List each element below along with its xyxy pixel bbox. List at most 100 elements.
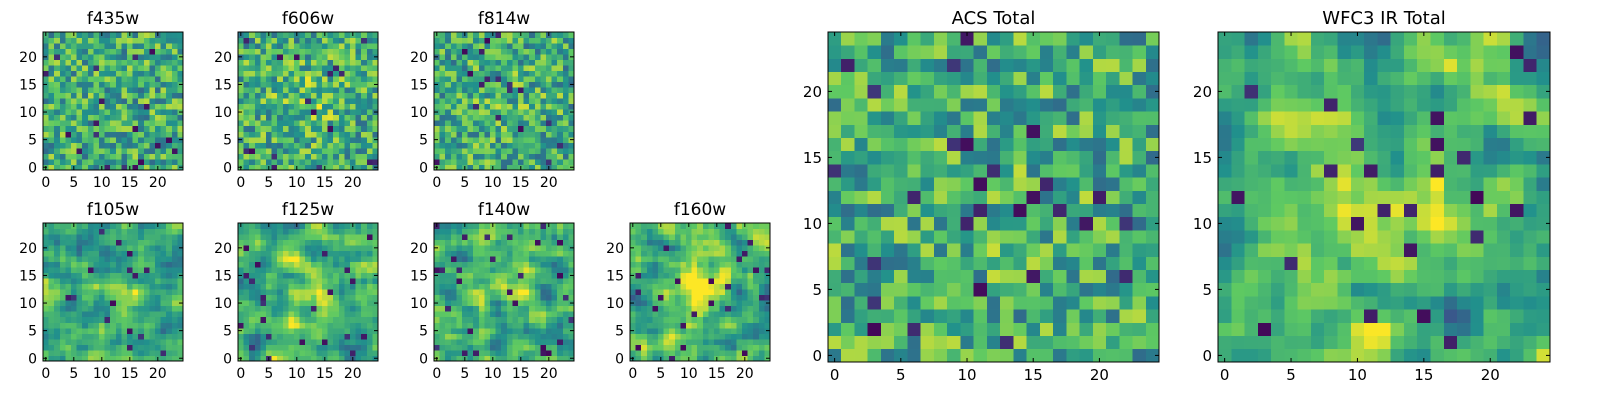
heatmap-cell <box>534 294 541 301</box>
heatmap-cell <box>344 245 351 251</box>
heatmap-cell <box>338 344 345 351</box>
heatmap-cell <box>551 272 558 279</box>
heatmap-cell <box>338 109 345 116</box>
heatmap-cell <box>54 70 61 77</box>
heatmap-cell <box>93 158 100 165</box>
heatmap-cell <box>546 333 552 340</box>
heatmap-cell <box>920 216 935 231</box>
heatmap-cell <box>986 348 1001 363</box>
heatmap-cell <box>316 261 323 268</box>
heatmap-cell <box>747 278 754 285</box>
heatmap-cell <box>512 109 519 116</box>
heatmap-cell <box>652 278 659 285</box>
heatmap-cell <box>663 294 670 301</box>
panel-title: f435w <box>87 9 139 29</box>
heatmap-cell <box>484 153 491 160</box>
heatmap-cell <box>350 261 356 268</box>
heatmap-cell <box>361 267 368 274</box>
heatmap-cell <box>350 48 356 55</box>
heatmap-cell <box>473 239 480 246</box>
heatmap-cell <box>71 333 77 340</box>
heatmap-cell <box>166 54 173 60</box>
heatmap-cell <box>663 272 670 279</box>
heatmap-cell <box>697 300 704 307</box>
heatmap-cell <box>277 158 284 165</box>
heatmap-cell <box>361 300 368 307</box>
heatmap-cell <box>646 333 653 340</box>
heatmap-cell <box>714 245 720 251</box>
heatmap-cell <box>327 43 334 49</box>
heatmap-cell <box>171 305 178 312</box>
heatmap-cell <box>523 267 530 274</box>
heatmap-cell <box>841 243 855 257</box>
heatmap-cell <box>467 250 474 257</box>
heatmap-cell <box>166 103 173 110</box>
heatmap-cell <box>305 327 312 334</box>
heatmap-cell <box>82 153 89 160</box>
heatmap-cell <box>445 98 452 105</box>
heatmap-cell <box>551 344 558 351</box>
heatmap-cell <box>546 153 552 160</box>
heatmap-cell <box>355 294 362 301</box>
heatmap-cell <box>495 311 502 318</box>
heatmap-cell <box>450 109 457 116</box>
heatmap-cell <box>490 344 496 351</box>
heatmap-cell <box>828 282 842 297</box>
heatmap-cell <box>1079 256 1094 270</box>
heatmap-cell <box>439 261 446 268</box>
heatmap-cell <box>635 300 642 307</box>
heatmap-cell <box>149 76 156 83</box>
heatmap-cell <box>277 92 284 99</box>
heatmap-cell <box>99 250 105 257</box>
heatmap-cell <box>110 109 117 116</box>
heatmap-cell <box>54 294 61 301</box>
heatmap-cell <box>366 136 373 143</box>
heatmap-cell <box>907 203 922 218</box>
heatmap-cell <box>104 349 111 356</box>
heatmap-cell <box>1039 335 1054 350</box>
heatmap-cell <box>143 164 150 171</box>
heatmap-cell <box>434 322 440 329</box>
heatmap-cell <box>177 32 184 38</box>
heatmap-cell <box>288 294 295 301</box>
heatmap-cell <box>663 327 670 334</box>
heatmap-cell <box>828 269 842 284</box>
heatmap-cell <box>177 283 184 290</box>
heatmap-cell <box>87 272 94 279</box>
heatmap-cell <box>867 269 882 284</box>
heatmap-cell <box>529 344 536 351</box>
heatmap-cell <box>115 234 122 240</box>
heatmap-cell <box>121 125 128 132</box>
heatmap-cell <box>238 114 244 121</box>
heatmap-cell <box>439 98 446 105</box>
heatmap-cell <box>82 48 89 55</box>
heatmap-cell <box>54 153 61 160</box>
heatmap-cell <box>322 147 328 154</box>
heatmap-cell <box>518 228 524 235</box>
heatmap-cell <box>115 158 122 165</box>
heatmap-cell <box>1066 190 1080 204</box>
heatmap-cell <box>110 131 117 138</box>
heatmap-cell <box>730 294 737 301</box>
heatmap-cell <box>138 338 145 345</box>
heatmap-cell <box>310 300 317 307</box>
heatmap-cell <box>171 120 178 127</box>
heatmap-cell <box>132 322 139 329</box>
heatmap-cell <box>65 344 72 351</box>
heatmap-cell <box>71 103 77 110</box>
heatmap-cell <box>920 177 935 191</box>
heatmap-cell <box>177 234 184 240</box>
heatmap-cell <box>160 294 167 301</box>
heatmap-cell <box>338 125 345 132</box>
heatmap-cell <box>260 125 267 132</box>
heatmap-cell <box>551 54 558 60</box>
heatmap-cell <box>506 142 513 149</box>
heatmap-cell <box>76 92 83 99</box>
heatmap-cell <box>99 327 105 334</box>
heatmap-cell <box>104 228 111 235</box>
heatmap-cell <box>132 311 139 318</box>
heatmap-cell <box>562 316 569 323</box>
heatmap-cell <box>277 48 284 55</box>
heatmap-cell <box>512 250 519 257</box>
